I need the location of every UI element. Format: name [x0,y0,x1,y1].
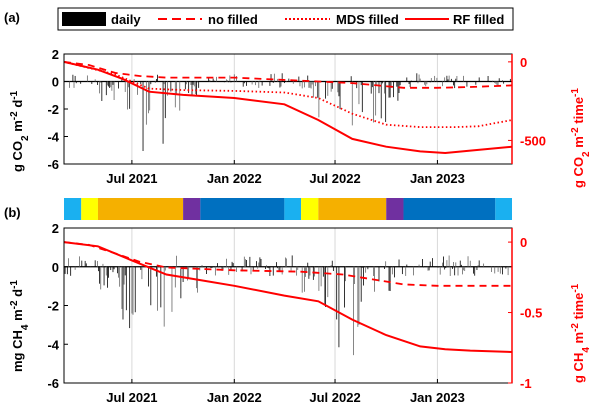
series-line-no-filled [63,241,512,287]
y-left-tick-label: 0 [52,75,59,90]
legend-label-mds-filled: MDS filled [336,12,399,27]
y-left-tick-label: -2 [47,102,59,117]
series-line-mds-filled [63,61,513,128]
x-tick-label: Jul 2021 [106,171,157,186]
series-line-no-filled [63,61,513,89]
season-segment [403,198,496,220]
y-right-tick-label: -1 [520,376,532,391]
x-tick-label: Jan 2022 [207,390,262,405]
panel-b-right-axis-label: g CH4 m-2 time-1 [570,283,592,383]
y-left-tick-label: -6 [47,376,59,391]
panel-a-daily-bars [69,73,511,151]
season-segment [386,198,404,220]
season-segment [284,198,302,220]
season-segment [97,198,184,220]
y-left-tick-label: 2 [52,47,59,62]
legend-label-no-filled: no filled [208,12,258,27]
panel-b-ticks: Jul 2021 Jan 2022 Jul 2022 Jan 2023 2 0 -2 -4 -6… [47,221,542,405]
season-segment [64,198,82,220]
season-segment [495,198,512,220]
series-line-rf-filled [63,60,513,155]
legend-swatch-daily [62,12,106,26]
panel-b-cumulative-lines [63,241,513,353]
legend-label-rf-filled: RF filled [453,12,504,27]
y-left-tick-label: -2 [47,299,59,314]
x-tick-label: Jan 2023 [410,171,465,186]
x-tick-label: Jul 2022 [309,171,360,186]
season-segment [81,198,98,220]
y-right-tick-label: 0 [520,235,527,250]
x-tick-label: Jan 2023 [410,390,465,405]
season-color-bar [64,198,512,220]
y-right-tick-label: 0 [520,55,527,70]
panel-a-cumulative-lines [63,60,513,155]
y-left-tick-label: -6 [47,157,59,172]
season-segment [200,198,285,220]
panel-b-label: (b) [4,205,21,220]
x-tick-label: Jul 2021 [106,390,157,405]
y-right-tick-label: -500 [520,133,546,148]
x-tick-label: Jan 2022 [207,171,262,186]
panel-b-daily-bars [63,255,510,356]
panel-a-grid [64,54,512,164]
y-right-tick-label: -0.5 [520,306,542,321]
y-left-tick-label: -4 [47,337,59,352]
y-left-tick-label: 0 [52,260,59,275]
panel-a: (a) daily no filled MDS filled RF filled… [4,7,592,188]
panel-a-frame [63,53,513,165]
x-tick-label: Jul 2022 [309,390,360,405]
season-segment [183,198,201,220]
panel-a-label: (a) [4,10,20,25]
y-left-tick-label: 2 [52,221,59,236]
panel-a-ticks: Jul 2021 Jan 2022 Jul 2022 Jan 2023 2 0 -2 -4 -6… [47,47,546,186]
panel-b-frame [63,227,513,384]
panel-b-left-axis-label: mg CH4 m-2 d-1 [9,280,31,372]
panel-a-right-axis-label: g CO2 m-2 time-1 [570,88,592,188]
panel-b: (b) Jul 2021 Jan 2022 Jul 2022 Jan 2023 2 0 -2… [4,198,592,405]
legend: daily no filled MDS filled RF filled [57,7,514,31]
season-segment [301,198,319,220]
season-segment [318,198,387,220]
legend-label-daily: daily [111,12,141,27]
y-left-tick-label: -4 [47,130,59,145]
panel-b-grid [64,228,512,383]
panel-a-left-axis-label: g CO2 m-2 d-1 [9,90,31,172]
series-line-rf-filled [63,241,513,353]
